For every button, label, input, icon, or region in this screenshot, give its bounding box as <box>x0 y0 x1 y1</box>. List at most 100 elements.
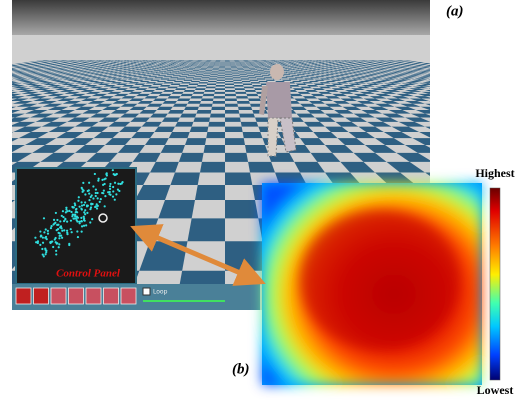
scatter-dot <box>113 173 115 175</box>
scatter-dot <box>100 198 102 200</box>
floor-tile <box>433 77 446 78</box>
playback-button[interactable] <box>121 288 136 304</box>
floor-tile <box>213 68 219 69</box>
floor-tile <box>207 84 216 85</box>
scatter-dot <box>103 190 105 192</box>
floor-tile <box>241 64 247 65</box>
floor-tile <box>195 88 206 90</box>
floor-tile <box>246 94 258 96</box>
floor-tile <box>489 85 507 87</box>
colorbar <box>490 188 500 380</box>
floor-tile <box>181 69 188 70</box>
floor-tile <box>430 122 458 127</box>
floor-tile <box>249 68 256 69</box>
scatter-dot <box>112 196 114 198</box>
floor-tile <box>0 76 8 77</box>
floor-tile <box>225 241 268 270</box>
floor-tile <box>201 68 207 69</box>
scatter-dot <box>66 233 68 235</box>
scatter-dot <box>86 212 88 214</box>
floor-tile <box>462 78 477 79</box>
floor-tile <box>441 68 452 69</box>
floor-tile <box>474 82 490 83</box>
floor-tile <box>490 84 507 85</box>
floor-tile <box>240 76 248 77</box>
floor-tile <box>441 73 453 74</box>
scatter-dot <box>88 192 90 194</box>
scatter-dot <box>44 248 46 250</box>
floor-tile <box>175 88 186 90</box>
floor-tile <box>0 71 10 72</box>
floor-tile <box>188 64 194 65</box>
floor-tile <box>0 69 6 70</box>
scatter-dot <box>77 200 79 202</box>
floor-tile <box>215 88 225 90</box>
playback-button[interactable] <box>69 288 84 304</box>
scatter-dot <box>85 224 87 226</box>
floor-tile <box>214 66 220 67</box>
floor-tile <box>430 64 439 65</box>
floor-tile <box>170 64 176 65</box>
scatter-dot <box>104 205 106 207</box>
floor-tile <box>454 132 487 138</box>
floor-tile <box>167 96 180 98</box>
floor-tile <box>164 65 171 66</box>
floor-tile <box>236 64 242 65</box>
floor-tile <box>192 64 198 65</box>
scatter-dot <box>63 229 65 231</box>
floor-tile <box>465 90 484 92</box>
playback-button[interactable] <box>51 288 66 304</box>
scatter-dot <box>43 255 45 257</box>
scatter-dot <box>77 236 79 238</box>
playback-button[interactable] <box>16 288 31 304</box>
floor-tile <box>432 72 444 73</box>
loop-checkbox[interactable] <box>143 288 150 295</box>
floor-tile <box>0 66 10 67</box>
scatter-dot <box>55 212 57 214</box>
floor-tile <box>184 90 195 92</box>
scatter-dot <box>121 181 123 183</box>
floor-tile <box>488 87 506 89</box>
scatter-dot <box>112 169 114 171</box>
floor-tile <box>200 80 209 81</box>
floor-tile <box>214 64 220 65</box>
scatter-dot <box>87 205 89 207</box>
floor-tile <box>243 132 263 138</box>
floor-tile <box>197 65 203 66</box>
floor-tile <box>498 110 525 114</box>
scatter-dot <box>84 201 86 203</box>
floor-tile <box>203 64 209 65</box>
floor-tile <box>0 88 12 90</box>
playback-button[interactable] <box>86 288 101 304</box>
floor-tile <box>243 69 250 70</box>
scatter-dot <box>82 182 84 184</box>
scatter-dot <box>82 191 84 193</box>
floor-tile <box>171 67 178 68</box>
floor-tile <box>200 162 225 173</box>
floor-tile <box>225 68 231 69</box>
floor-tile <box>509 80 525 81</box>
floor-tile <box>260 67 267 68</box>
scatter-dot <box>98 178 100 180</box>
playback-button[interactable] <box>34 288 49 304</box>
floor-tile <box>450 87 467 89</box>
scatter-dot <box>112 186 114 188</box>
floor-tile <box>225 90 235 92</box>
playback-button[interactable] <box>104 288 119 304</box>
scatter-dot <box>95 188 97 190</box>
floor-tile <box>444 67 454 68</box>
floor-tile <box>218 72 225 73</box>
floor-tile <box>434 66 444 67</box>
scatter-dot <box>68 243 70 245</box>
floor-tile <box>439 74 452 75</box>
scatter-dot <box>80 217 82 219</box>
floor-tile <box>493 78 508 79</box>
scatter-dot <box>78 196 80 198</box>
floor-tile <box>263 65 269 66</box>
playback-buttons <box>16 288 136 304</box>
floor-tile <box>203 94 215 96</box>
scatter-dot <box>81 204 83 206</box>
scatter-dot <box>61 237 63 239</box>
floor-tile <box>234 85 244 87</box>
floor-tile <box>213 101 226 104</box>
